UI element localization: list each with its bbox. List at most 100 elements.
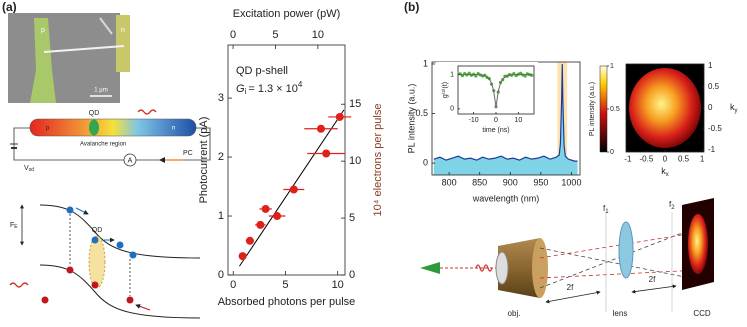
tick-label: 850 [472, 177, 487, 187]
setup-label: lens [613, 309, 628, 318]
tick-label: 0 [708, 103, 713, 112]
schematic-label: QD [89, 110, 100, 117]
data-point [238, 252, 247, 261]
data-point [273, 212, 282, 221]
focal: f [603, 204, 606, 213]
tick-label: 3 [218, 92, 224, 104]
voltage-sub: sd [29, 167, 35, 173]
tick-label: 0 [423, 157, 428, 167]
map-intensity [629, 68, 701, 148]
setup-label: 2f [567, 283, 574, 292]
y-axis-label: Photocurrent (pA) [198, 117, 210, 204]
gain-symbol: G [236, 83, 245, 95]
field: F [10, 222, 14, 229]
setup-label: f2 [669, 200, 675, 210]
band-diagram [9, 204, 201, 319]
data-point [245, 236, 254, 245]
sem-image [8, 13, 130, 103]
annotation: Gi = 1.3 × 104 [236, 80, 303, 96]
data-point [322, 149, 331, 158]
axis-symbol: k [661, 166, 666, 176]
setup-label: f1 [603, 204, 609, 214]
tick-label: 0 [230, 29, 236, 41]
optical-setup [420, 198, 714, 312]
colorbar-label: PL intensity (a.u.) [589, 82, 596, 136]
tick-label: 1 [218, 210, 224, 222]
nanowire-schematic [10, 109, 211, 167]
sem-label: p [41, 27, 45, 34]
x-axis-label: wavelength (nm) [472, 193, 540, 203]
tick-label: -1 [624, 154, 632, 163]
data-point [261, 204, 270, 213]
data-point [256, 220, 265, 229]
gain-exponent: 4 [298, 80, 303, 89]
tick-label: -0.5 [640, 154, 654, 163]
focal-sub: 1 [605, 209, 609, 215]
tick-label: 5 [282, 279, 288, 291]
schematic-label: p [46, 126, 50, 132]
voltage: V [24, 165, 29, 172]
band-label: QD [92, 227, 103, 234]
tick-label: 15 [349, 98, 361, 110]
focal: f [669, 200, 672, 209]
data-point [523, 74, 527, 78]
y-axis-label: PL intensity (a.u.) [406, 84, 416, 154]
tick-label: -10 [469, 117, 479, 124]
panel-label: (a) [2, 0, 17, 14]
tick-label: 0.5 [610, 106, 620, 113]
x2-axis-label: Excitation power (pW) [233, 8, 341, 20]
data-point [289, 185, 298, 194]
tick-label: 1 [708, 61, 713, 70]
tick-label: 10 [332, 279, 344, 291]
tick-label: 1 [450, 71, 454, 78]
scale-bar-label: 1 µm [94, 88, 107, 94]
x-axis-label: Absorbed photons per pulse [218, 296, 356, 308]
tick-label: 10 [349, 155, 361, 167]
tick-label: 0 [230, 279, 236, 291]
focal-sub: 2 [671, 205, 675, 211]
y-axis-label: g⁽²⁾(t) [441, 82, 449, 98]
tick-label: 2 [218, 151, 224, 163]
tick-label: 1 [610, 63, 614, 70]
tick-label: -0.5 [708, 124, 722, 133]
tick-label: 0 [494, 117, 498, 124]
tick-label: 0.5 [678, 154, 690, 163]
colorbar [599, 65, 608, 153]
tick-label: 1000 [561, 177, 581, 187]
data-point [467, 71, 471, 75]
data-point [474, 74, 478, 78]
tick-label: 900 [503, 177, 518, 187]
tick-label: 1 [700, 154, 705, 163]
x-axis-label: time (ns) [482, 127, 509, 134]
tick-label: 0 [663, 154, 668, 163]
field-sub: E [14, 224, 18, 230]
schematic-label: Vsd [24, 165, 34, 173]
sem-label: n [121, 27, 125, 34]
tick-label: 5 [349, 212, 355, 224]
ammeter-label: A [128, 157, 133, 164]
area-fill [433, 63, 578, 176]
tick-label: -1 [708, 145, 716, 154]
schematic-label: n [172, 126, 175, 132]
tick-label: 5 [272, 29, 278, 41]
gain-value: = 1.3 × 10 [248, 83, 298, 95]
tick-label: 1 [423, 58, 428, 68]
tick-label: 0 [610, 149, 614, 156]
y-axis-label: ky [730, 102, 738, 113]
x-axis-label: kx [661, 166, 669, 177]
setup-label: 2f [649, 275, 656, 284]
fit-line [460, 74, 532, 108]
schematic-label: PC [183, 150, 193, 157]
tick-label: 0.5 [708, 82, 720, 91]
tick-label: 0 [450, 106, 454, 113]
setup-label: CCD [693, 309, 711, 318]
annotation: QD p-shell [236, 65, 288, 77]
axis-symbol: k [730, 102, 735, 112]
tick-label: 0 [349, 269, 355, 281]
gain-subscript: i [245, 87, 247, 96]
setup-label: obj. [508, 309, 521, 318]
schematic-label: Avalanche region [80, 142, 126, 148]
axis-sub: y [735, 108, 738, 114]
tick-label: 950 [533, 177, 548, 187]
